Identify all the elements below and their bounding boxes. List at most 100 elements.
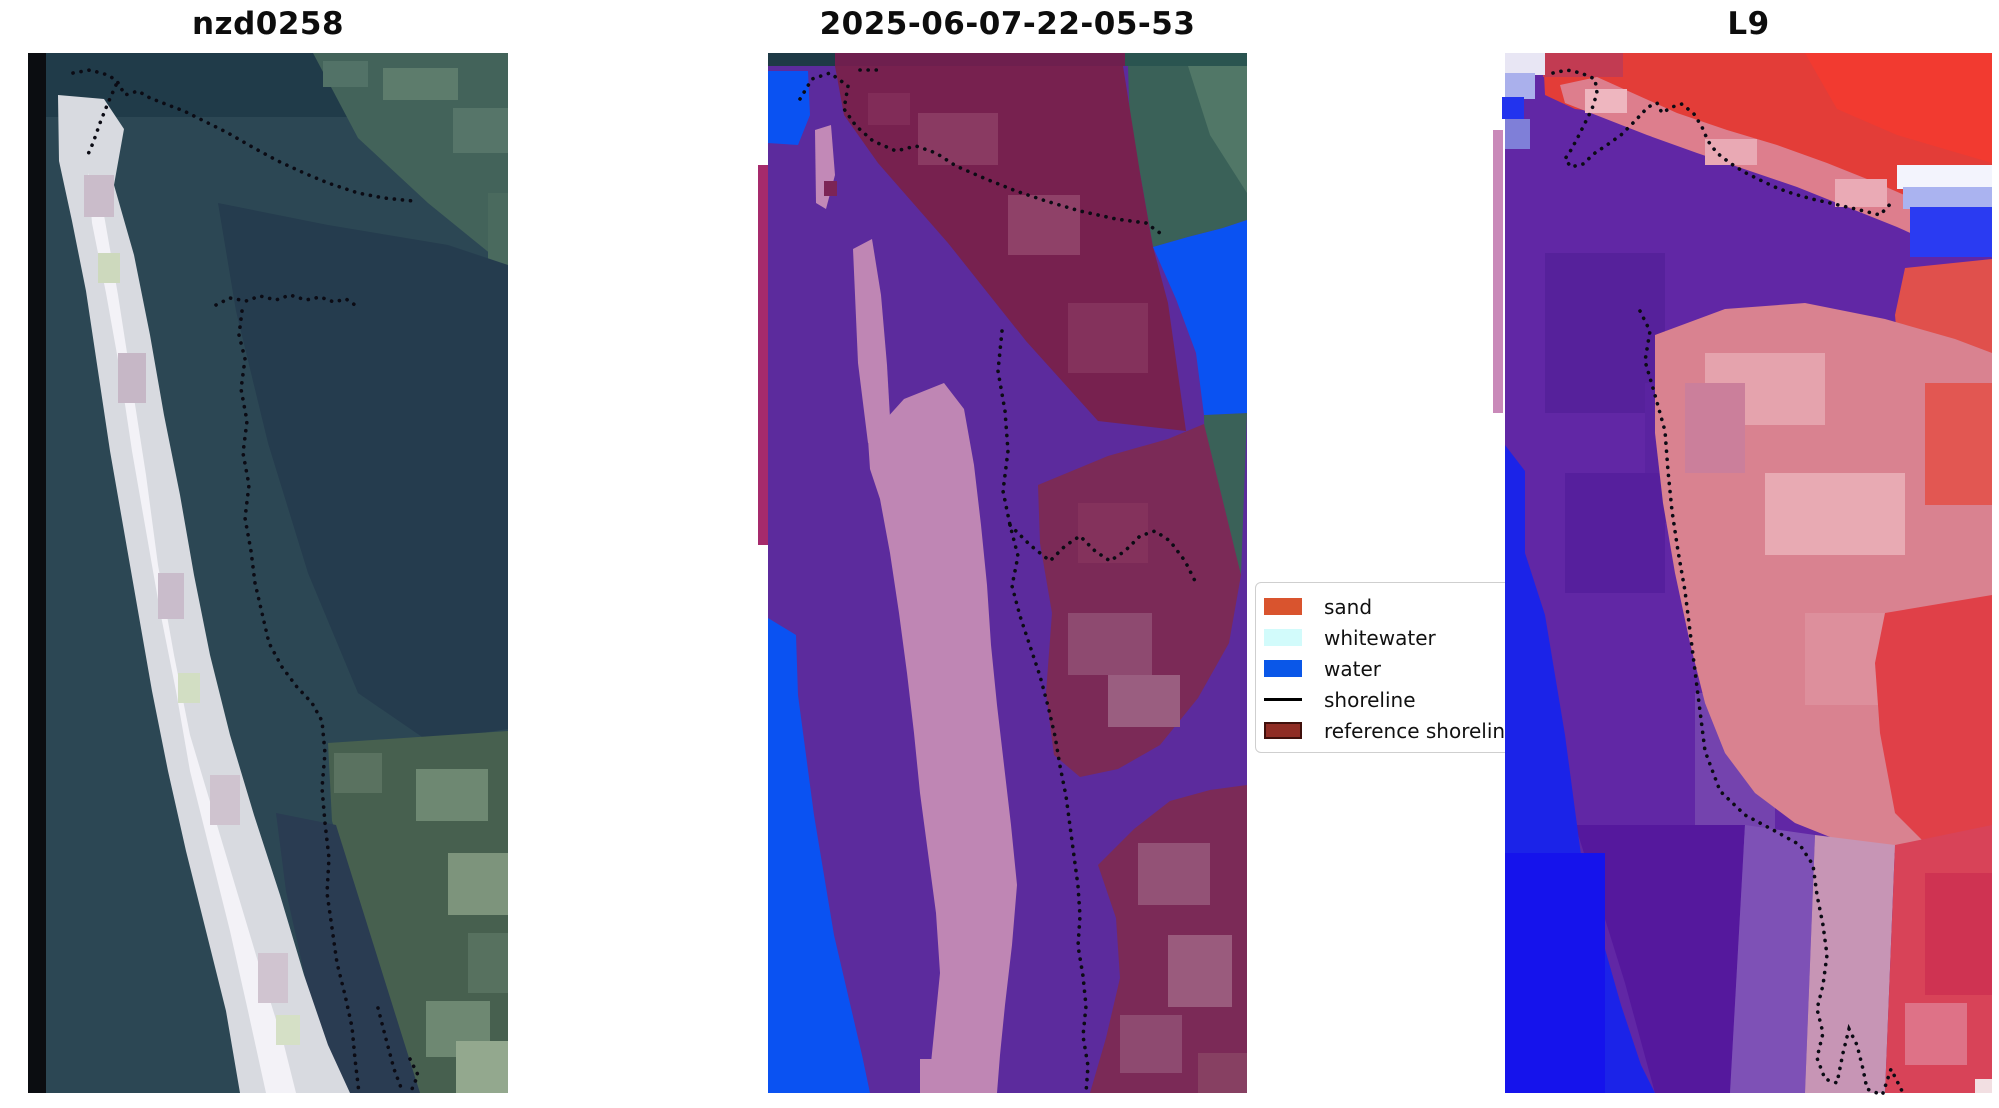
image-region: [218, 203, 508, 741]
shoreline-dotted-line: [1881, 1064, 1905, 1095]
legend-row-whitewater: whitewater: [1264, 622, 1544, 653]
image-region: [276, 1015, 300, 1045]
image-region: [313, 53, 508, 268]
shoreline-dotted-line: [237, 309, 361, 1095]
shoreline-line-swatch: [1264, 698, 1302, 701]
image-region: [1925, 873, 1992, 995]
shoreline-dotted-line: [84, 83, 118, 161]
sand-color-swatch: [1264, 598, 1302, 615]
image-region: [1835, 179, 1887, 207]
shoreline-dotted-line: [798, 71, 1162, 235]
image-region: [118, 353, 146, 403]
image-region: [1502, 97, 1524, 119]
image-region: [1730, 825, 1815, 1093]
image-region: [824, 181, 837, 196]
image-region: [468, 933, 508, 993]
shoreline-dotted-line: [408, 1057, 420, 1091]
image-region: [1188, 66, 1247, 193]
shoreline-dotted-line: [1551, 68, 1895, 218]
image-region: [853, 239, 891, 443]
image-region: [768, 618, 870, 1093]
image-region: [383, 68, 458, 100]
image-region: [1505, 53, 1545, 75]
image-region: [1805, 835, 1895, 1093]
legend-label: whitewater: [1324, 625, 1436, 650]
image-region: [918, 113, 998, 165]
image-region: [1905, 1003, 1967, 1065]
panel-title-middle: 2025-06-07-22-05-53: [819, 6, 1196, 42]
legend-label: reference shoreline: [1324, 718, 1518, 743]
water-color-swatch: [1264, 660, 1302, 677]
image-region: [1068, 613, 1152, 675]
image-region: [868, 383, 1017, 1093]
image-region: [488, 193, 508, 273]
image-region: [1120, 1015, 1182, 1073]
shoreline-dotted-line: [376, 1006, 405, 1095]
image-panel-satellite: [28, 53, 508, 1095]
image-region: [84, 175, 114, 217]
image-region: [98, 253, 120, 283]
reference-shoreline-color-swatch: [1264, 722, 1302, 739]
image-region: [1925, 383, 1992, 505]
image-region: [1875, 595, 1992, 843]
image-region: [28, 53, 46, 1093]
image-region: [58, 95, 350, 1093]
image-region: [210, 775, 240, 825]
image-region: [1505, 73, 1535, 99]
image-region: [1897, 165, 1992, 189]
image-region: [334, 753, 382, 793]
image-region: [258, 953, 288, 1003]
image-panel-classified: [758, 53, 1247, 1095]
legend-label: water: [1324, 656, 1381, 681]
shoreline-dotted-line: [996, 329, 1090, 1095]
shoreline-dotted-line: [71, 68, 415, 203]
image-region: [1575, 825, 1745, 1093]
image-region: [768, 71, 810, 145]
legend-row-reference-shoreline: reference shoreline: [1264, 715, 1544, 746]
image-region: [758, 165, 768, 545]
image-region: [1198, 1053, 1247, 1093]
image-region: [158, 573, 184, 619]
image-region: [768, 53, 835, 66]
image-region: [1493, 130, 1503, 413]
image-region: [1068, 303, 1148, 373]
legend-row-sand: sand: [1264, 591, 1544, 622]
image-region: [1705, 139, 1757, 165]
legend-row-shoreline: shoreline: [1264, 684, 1544, 715]
image-region: [1910, 207, 1992, 257]
shoreline-dotted-line: [214, 293, 357, 307]
image-region: [448, 853, 508, 915]
legend-label: shoreline: [1324, 687, 1416, 712]
image-region: [1008, 195, 1080, 255]
image-region: [920, 1059, 948, 1093]
image-region: [1168, 935, 1232, 1007]
image-region: [1125, 53, 1247, 66]
image-region: [1505, 119, 1530, 149]
panel-title-left: nzd0258: [191, 6, 345, 42]
image-region: [456, 1041, 508, 1093]
legend-label: sand: [1324, 594, 1373, 619]
image-region: [1585, 89, 1627, 113]
image-region: [1108, 675, 1180, 727]
image-region: [868, 93, 910, 125]
image-region: [178, 673, 200, 703]
image-region: [1153, 220, 1247, 415]
image-region: [416, 769, 488, 821]
legend-box: sand whitewater water shoreline reference sh…: [1255, 582, 1555, 753]
image-region: [323, 61, 368, 87]
image-region: [453, 108, 508, 153]
image-region: [1685, 383, 1745, 473]
image-region: [1543, 53, 1623, 77]
image-region: [1975, 1079, 1992, 1093]
image-region: [276, 813, 420, 1093]
image-region: [1805, 53, 1992, 163]
image-region: [835, 53, 1125, 66]
image-region: [1505, 853, 1605, 1093]
image-region: [1765, 473, 1905, 555]
image-region: [1565, 473, 1665, 593]
image-region: [1903, 187, 1992, 209]
image-region: [1078, 503, 1148, 563]
whitewater-color-swatch: [1264, 629, 1302, 646]
legend-row-water: water: [1264, 653, 1544, 684]
